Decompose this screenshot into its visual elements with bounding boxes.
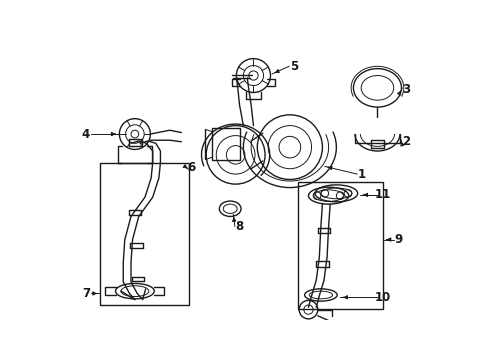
Text: 8: 8 <box>235 220 244 233</box>
Text: 1: 1 <box>358 168 366 181</box>
Text: 4: 4 <box>82 127 90 140</box>
Text: 11: 11 <box>375 188 391 201</box>
Text: 10: 10 <box>375 291 391 304</box>
Text: 7: 7 <box>82 287 90 300</box>
Text: 6: 6 <box>187 161 196 175</box>
Bar <box>297 182 383 309</box>
Text: 5: 5 <box>290 60 298 73</box>
Text: 2: 2 <box>402 135 410 148</box>
Text: 9: 9 <box>394 233 402 246</box>
Bar <box>100 163 189 305</box>
Text: 3: 3 <box>402 83 410 96</box>
Bar <box>212 128 240 160</box>
